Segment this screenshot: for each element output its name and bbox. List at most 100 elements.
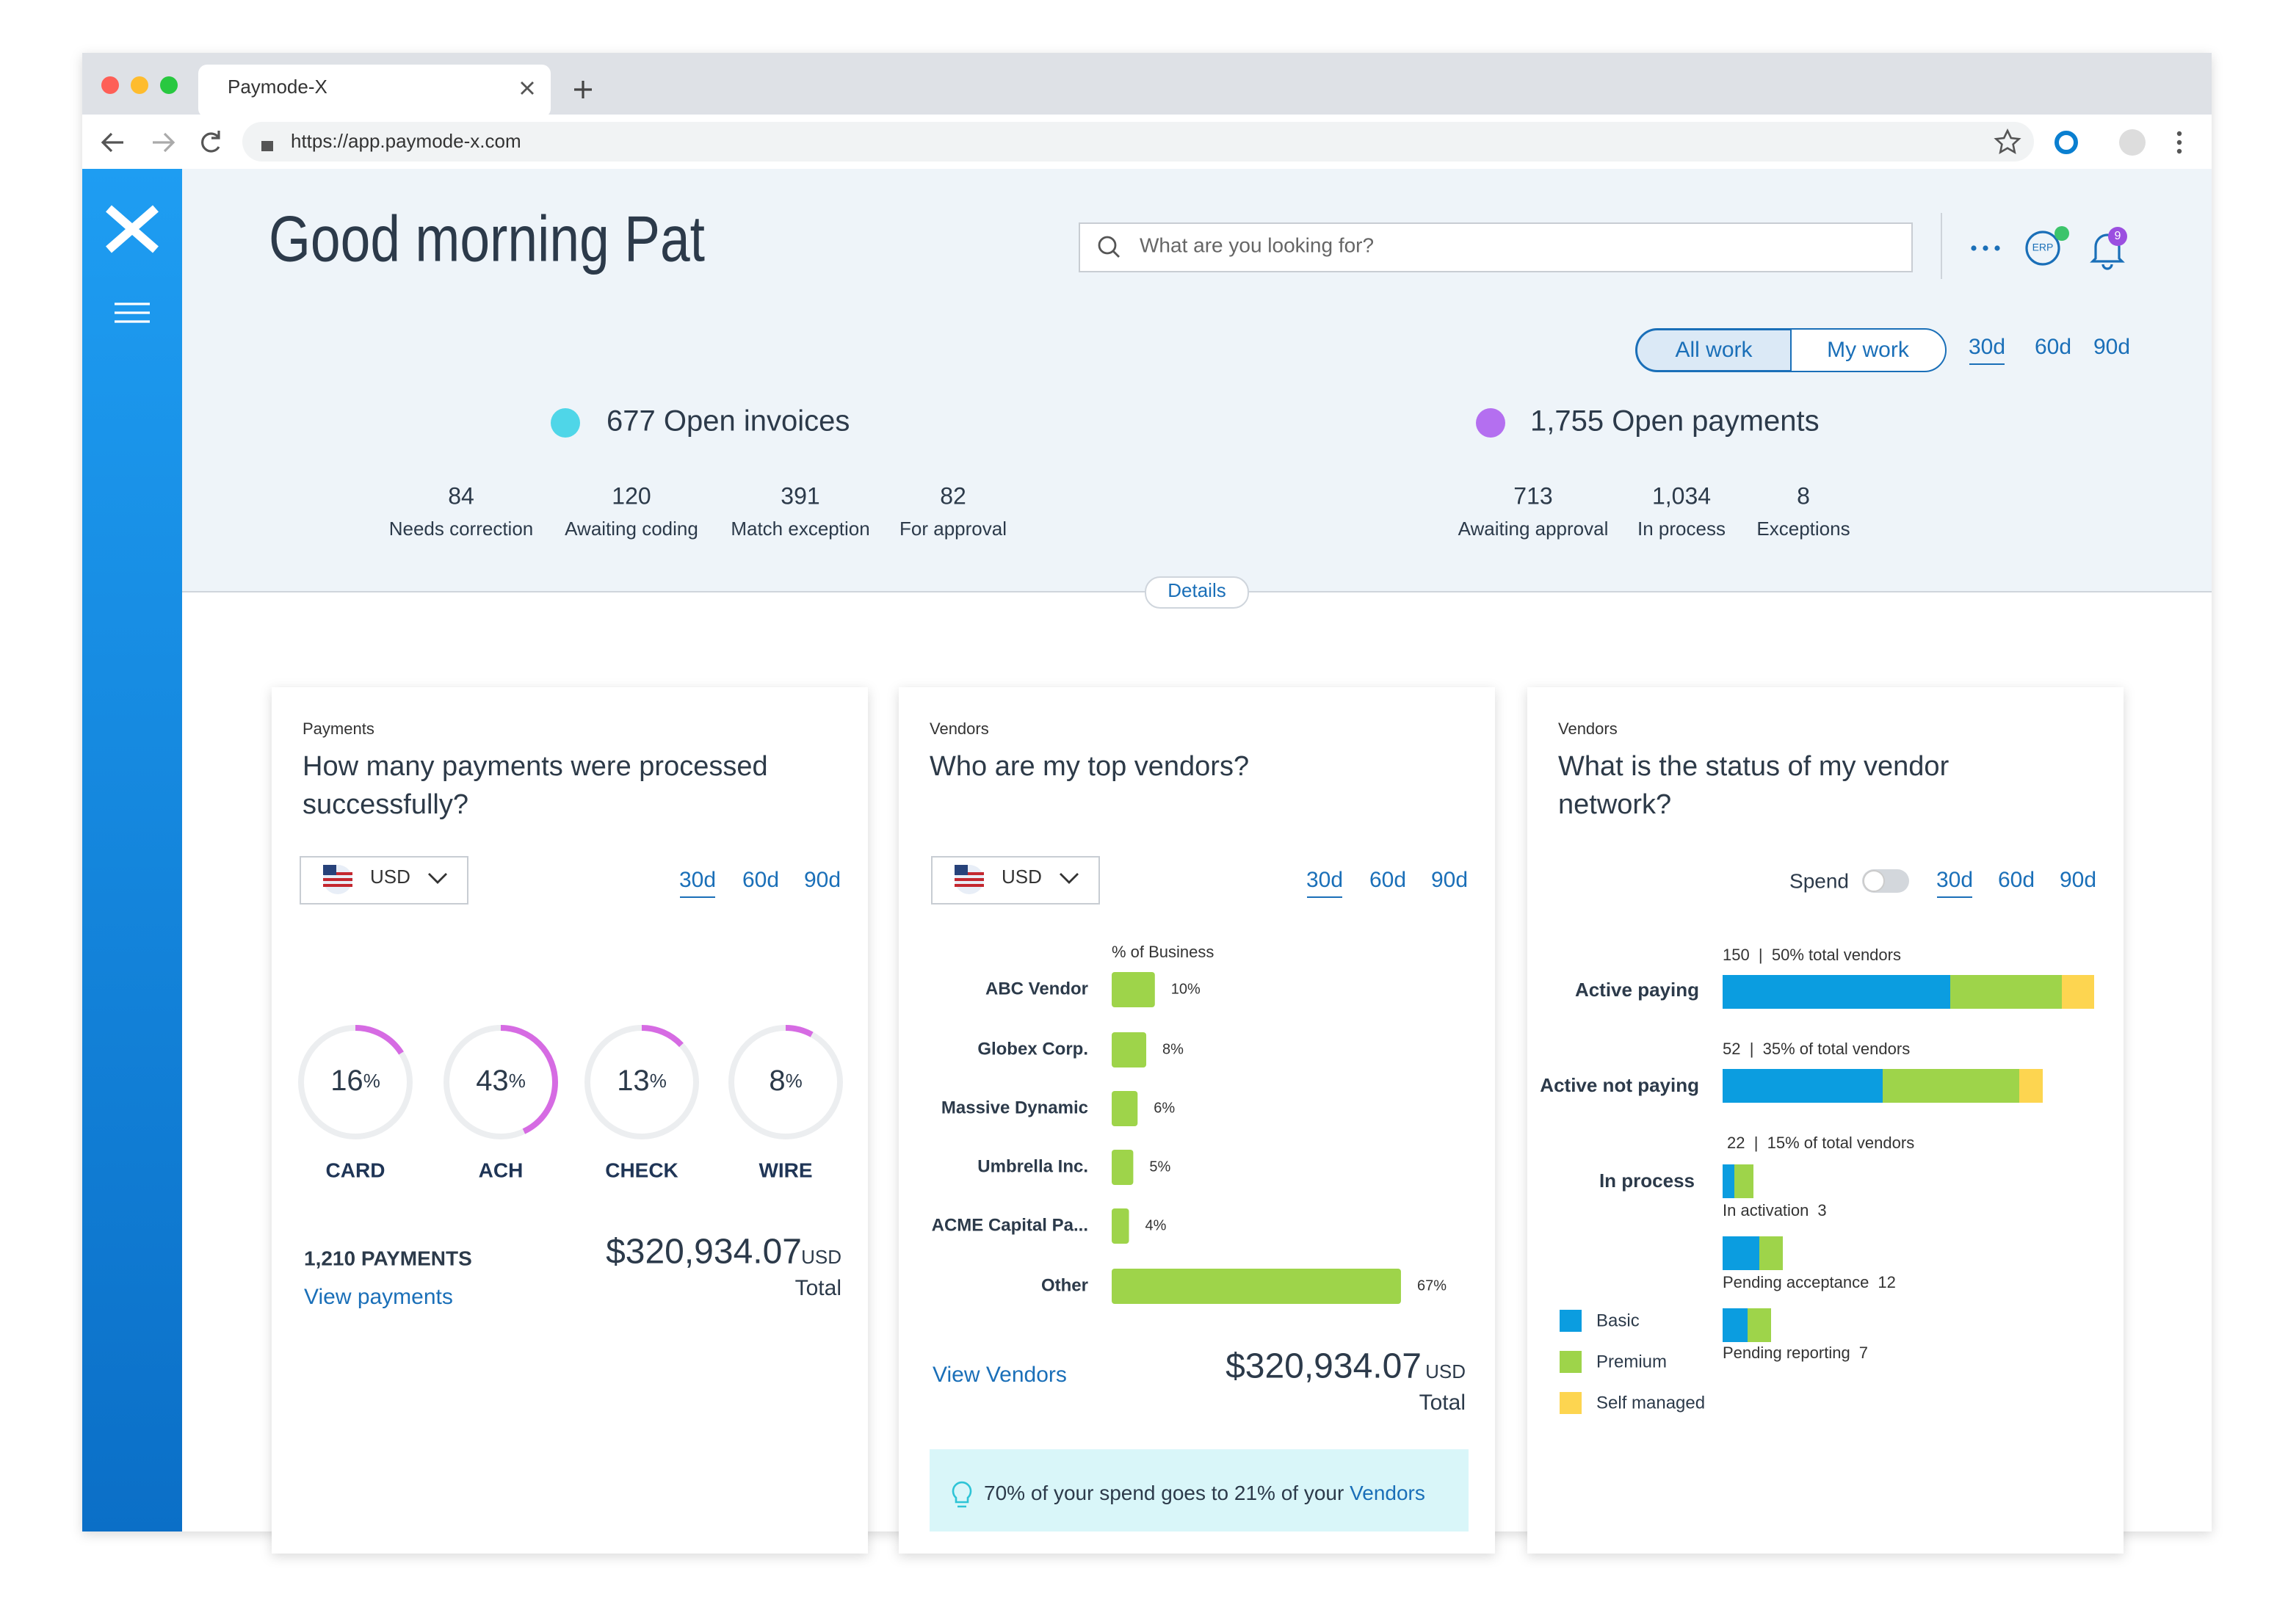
shape bbox=[1950, 975, 2062, 1009]
amount: $320,934.07 bbox=[1226, 1347, 1422, 1386]
logo[interactable] bbox=[106, 205, 159, 253]
currency-dropdown[interactable]: USD bbox=[931, 856, 1100, 905]
amount-unit: USD bbox=[801, 1246, 841, 1268]
details-button[interactable] bbox=[1145, 576, 1249, 609]
close-dot[interactable] bbox=[101, 76, 119, 94]
shape bbox=[1734, 1164, 1753, 1198]
search-box[interactable] bbox=[1079, 222, 1913, 272]
donut-arc bbox=[728, 1025, 843, 1139]
stats: 84 Needs correction 120 Awaiting coding 391 M… bbox=[389, 482, 1850, 539]
currency-dropdown[interactable]: USD bbox=[300, 856, 468, 905]
percent: 8 bbox=[769, 1065, 785, 1097]
min-dot[interactable] bbox=[131, 76, 148, 94]
stat-value: 82 bbox=[940, 482, 966, 509]
donut-arc bbox=[298, 1025, 413, 1139]
vendor-name: Massive Dynamic bbox=[941, 1098, 1088, 1117]
menu[interactable] bbox=[2176, 131, 2182, 154]
shape bbox=[955, 865, 968, 875]
tip: 70% of your spend goes to 21% of your Ve… bbox=[984, 1482, 1425, 1504]
invoices-dot bbox=[551, 408, 580, 438]
donut-label: 13% bbox=[617, 1065, 667, 1097]
vendor-share: 10% bbox=[1171, 981, 1201, 997]
period[interactable]: 60d bbox=[742, 868, 779, 892]
shape bbox=[1883, 1069, 2019, 1103]
period[interactable]: 90d bbox=[2060, 868, 2096, 892]
shape bbox=[1994, 245, 2000, 251]
stat-label: For approval bbox=[899, 518, 1007, 540]
vendor-share: 6% bbox=[1154, 1100, 1175, 1116]
period[interactable]: 60d bbox=[2035, 335, 2071, 359]
percent-sign: % bbox=[363, 1070, 380, 1092]
stat-value: 120 bbox=[612, 482, 651, 509]
lock bbox=[261, 141, 273, 151]
star[interactable] bbox=[1994, 128, 2021, 154]
max-dot[interactable] bbox=[160, 76, 178, 94]
period[interactable]: 90d bbox=[804, 868, 841, 892]
stat-label: In process bbox=[1637, 518, 1726, 540]
view-vendors[interactable]: View Vendors bbox=[933, 1363, 1067, 1387]
vendor-bar bbox=[1112, 1208, 1129, 1244]
erp-badge: ERP bbox=[2032, 242, 2054, 253]
tip-text: 70% of your spend goes to 21% of your bbox=[984, 1482, 1344, 1504]
stat-value: 1,034 bbox=[1652, 482, 1711, 509]
extension[interactable] bbox=[2055, 131, 2078, 154]
row-name: In process bbox=[1599, 1170, 1695, 1192]
legend-swatch bbox=[1560, 1351, 1582, 1373]
erp-check bbox=[2055, 226, 2069, 241]
axis-label: % of Business bbox=[1112, 943, 1214, 961]
process-caption: Pending reporting 7 bbox=[1723, 1344, 1868, 1362]
more[interactable] bbox=[1971, 245, 2000, 251]
amount-caption: Total bbox=[795, 1276, 841, 1300]
period[interactable]: 30d bbox=[1969, 335, 2005, 359]
period[interactable]: 60d bbox=[1369, 868, 1406, 892]
period[interactable]: 30d bbox=[679, 868, 716, 892]
currency: USD bbox=[1002, 866, 1042, 888]
donut-label: 16% bbox=[330, 1065, 380, 1097]
shape bbox=[2019, 1069, 2043, 1103]
stat-value: 713 bbox=[1513, 482, 1552, 509]
tip-link[interactable]: Vendors bbox=[1350, 1482, 1425, 1504]
shape bbox=[1748, 1308, 1771, 1342]
period[interactable]: 30d bbox=[1306, 868, 1343, 892]
period[interactable]: 30d bbox=[1936, 868, 1973, 892]
back[interactable] bbox=[101, 132, 123, 153]
percent-sign: % bbox=[786, 1070, 803, 1092]
reload[interactable] bbox=[201, 131, 220, 153]
stat-value: 8 bbox=[1797, 482, 1810, 509]
row-caption: 150 | 50% total vendors bbox=[1723, 946, 1901, 964]
erp-icon[interactable] bbox=[2025, 231, 2060, 266]
shape bbox=[1723, 1308, 1748, 1342]
card-category: Payments bbox=[303, 719, 374, 738]
card-question: What is the status of my vendor network? bbox=[1558, 752, 1949, 821]
new-tab[interactable] bbox=[574, 81, 592, 98]
period[interactable]: 90d bbox=[2093, 335, 2130, 359]
avatar[interactable] bbox=[2119, 129, 2146, 156]
shape bbox=[2176, 139, 2182, 145]
percent: 16 bbox=[330, 1065, 363, 1097]
forward[interactable] bbox=[153, 132, 175, 153]
process-caption: Pending acceptance 12 bbox=[1723, 1273, 1896, 1291]
tab[interactable] bbox=[198, 65, 551, 117]
method-name: CARD bbox=[326, 1159, 385, 1181]
shape bbox=[1723, 1069, 1883, 1103]
vendor-bar bbox=[1112, 1150, 1134, 1185]
shape bbox=[1723, 1236, 1759, 1270]
payments-title: 1,755 Open payments bbox=[1530, 405, 1820, 438]
period[interactable]: 90d bbox=[1431, 868, 1468, 892]
scope-option[interactable]: All work bbox=[1675, 338, 1753, 362]
hamburger[interactable] bbox=[115, 302, 150, 323]
vendor-share: 8% bbox=[1162, 1041, 1184, 1057]
notification-count: 9 bbox=[2115, 230, 2121, 242]
scope-option[interactable]: My work bbox=[1827, 338, 1910, 362]
donuts: 16% CARD 43% ACH 13% CHECK 8% WIRE bbox=[298, 1025, 843, 1181]
view-payments[interactable]: View payments bbox=[304, 1285, 453, 1309]
legend-swatch bbox=[1560, 1392, 1582, 1414]
address-bar[interactable] bbox=[242, 122, 2034, 162]
amount-unit: USD bbox=[1425, 1360, 1466, 1382]
stat-label: Match exception bbox=[731, 518, 869, 540]
network-bars bbox=[1723, 975, 2094, 1342]
tab-close[interactable] bbox=[521, 81, 534, 95]
card-category: Vendors bbox=[930, 719, 989, 738]
period[interactable]: 60d bbox=[1998, 868, 2035, 892]
